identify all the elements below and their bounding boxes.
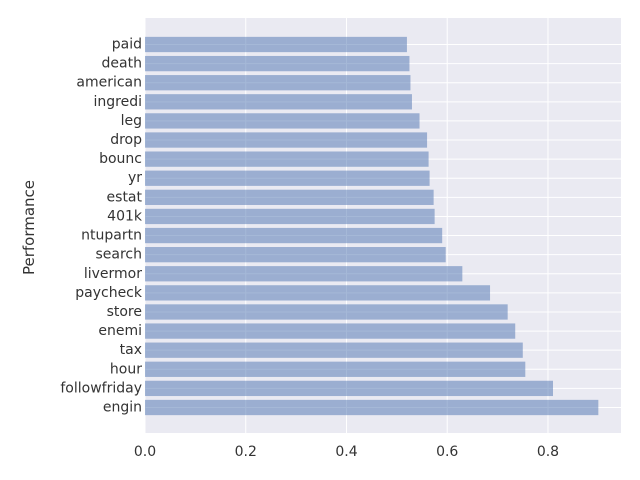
y-tick-label: hour xyxy=(110,361,142,377)
bar-leg xyxy=(145,113,420,129)
y-tick-label: tax xyxy=(120,342,142,358)
bar-paid xyxy=(145,36,407,53)
x-tick-label: 0.6 xyxy=(436,444,458,460)
y-tick-label: paid xyxy=(112,37,142,53)
bars xyxy=(145,36,599,416)
y-tick-label: estat xyxy=(107,189,143,205)
x-tick-label: 0.0 xyxy=(134,444,156,460)
y-axis-title: Performance xyxy=(20,180,38,275)
x-tick-label: 0.2 xyxy=(235,444,257,460)
y-tick-label: leg xyxy=(121,113,142,129)
bar-followfriday xyxy=(145,380,553,397)
y-tick-label: enemi xyxy=(98,323,142,339)
bar-store xyxy=(145,304,508,320)
y-tick-label: search xyxy=(95,247,142,263)
bar-search xyxy=(145,247,446,263)
bar-ingredi xyxy=(145,94,412,110)
bar-livermor xyxy=(145,266,463,282)
x-tick-labels: 0.0 0.2 0.4 0.6 0.8 xyxy=(134,444,559,460)
y-tick-label: followfriday xyxy=(60,380,142,396)
y-tick-label: ingredi xyxy=(94,94,143,110)
y-tick-label: american xyxy=(76,75,142,91)
y-tick-labels: engin followfriday hour tax enemi store payche… xyxy=(60,37,143,416)
y-tick-label: death xyxy=(102,56,142,72)
bar-death xyxy=(145,55,410,72)
bar-drop xyxy=(145,132,428,148)
y-tick-label: engin xyxy=(103,400,142,416)
bar-ntupartn xyxy=(145,227,443,244)
bar-enemi xyxy=(145,323,516,339)
bar-estat xyxy=(145,189,434,205)
bar-401k xyxy=(145,208,435,225)
y-tick-label: ntupartn xyxy=(81,228,142,244)
y-tick-label: livermor xyxy=(84,266,142,282)
y-tick-label: store xyxy=(107,304,142,320)
bar-tax xyxy=(145,342,523,358)
bar-yr xyxy=(145,170,430,186)
bar-hour xyxy=(145,361,526,377)
y-tick-label: 401k xyxy=(107,208,143,224)
bar-paycheck xyxy=(145,285,491,301)
x-tick-label: 0.4 xyxy=(335,444,357,460)
bar-engin xyxy=(145,399,599,416)
y-tick-label: yr xyxy=(128,170,142,186)
y-tick-label: bounc xyxy=(99,151,142,167)
y-tick-label: paycheck xyxy=(75,285,143,301)
y-tick-label: drop xyxy=(110,132,142,148)
bar-bounc xyxy=(145,151,429,167)
bar-american xyxy=(145,75,411,91)
x-tick-label: 0.8 xyxy=(537,444,559,460)
